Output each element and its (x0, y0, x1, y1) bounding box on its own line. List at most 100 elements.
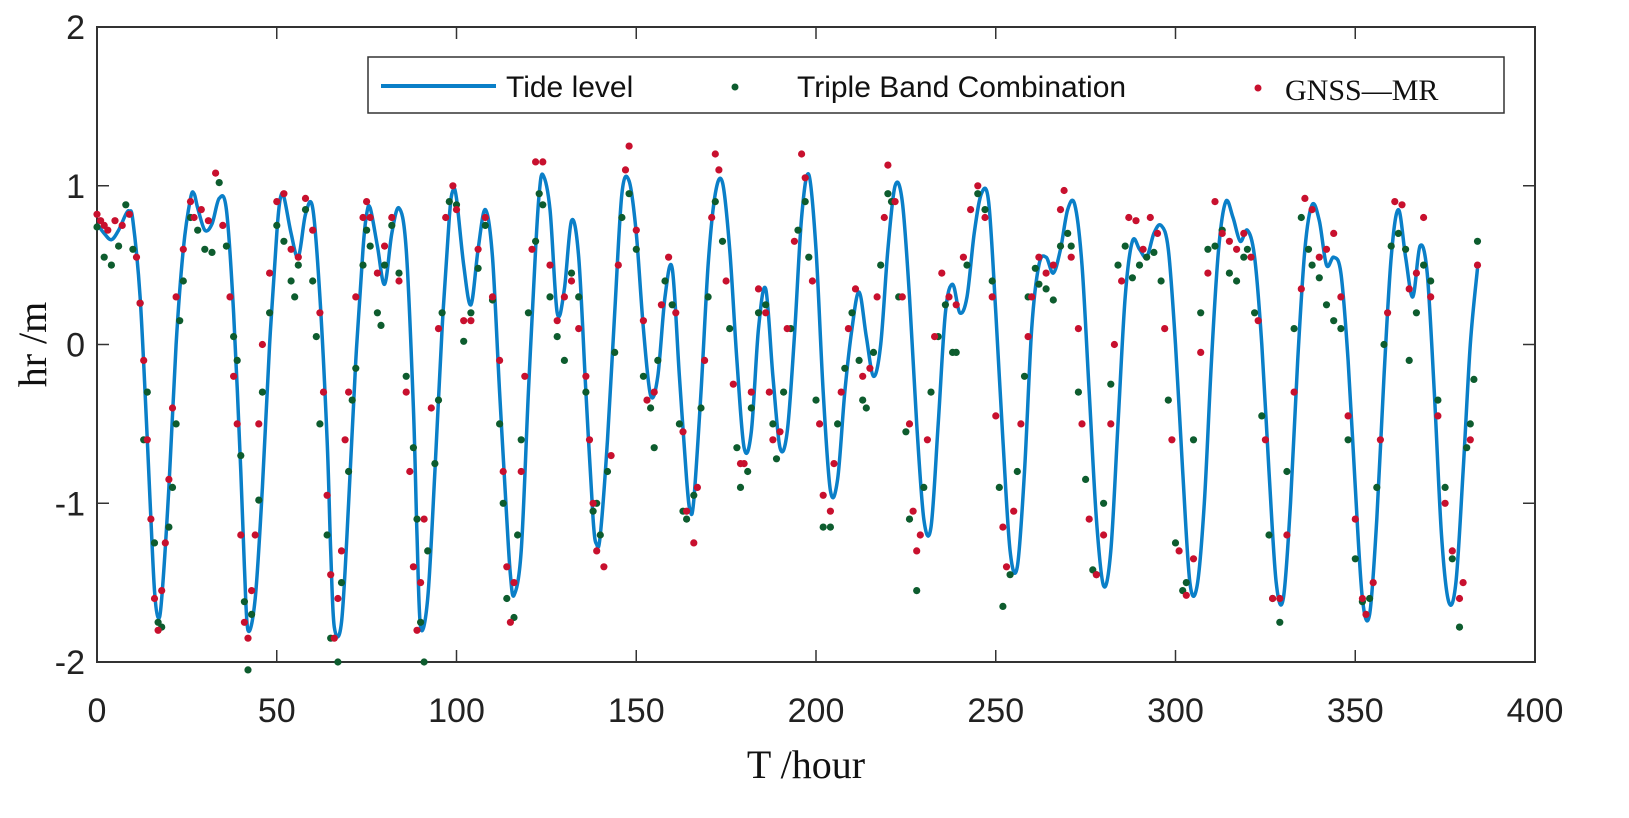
triple-band-point (176, 317, 184, 325)
gnss-mr-point (1139, 245, 1147, 253)
gnss-mr-point (672, 309, 680, 317)
gnss-mr-point (880, 213, 888, 222)
gnss-mr-point (593, 547, 601, 555)
triple-band-point (654, 356, 662, 364)
gnss-mr-point (481, 213, 489, 222)
triple-band-point (834, 420, 842, 428)
triple-band-point (273, 221, 281, 229)
gnss-mr-point (1473, 261, 1482, 269)
triple-band-point (337, 579, 346, 587)
legend: Tide level Triple Band Combination GNSS—… (367, 56, 1505, 114)
triple-band-point (754, 309, 763, 317)
gnss-mr-point (600, 563, 608, 571)
triple-band-point (1013, 467, 1021, 476)
triple-band-point (1197, 309, 1205, 317)
triple-band-point (877, 261, 885, 269)
gnss-mr-point (1060, 186, 1068, 195)
gnss-mr-point (1412, 269, 1420, 277)
gnss-mr-point (248, 587, 256, 595)
gnss-mr-point (539, 158, 547, 166)
triple-band-point (848, 309, 856, 317)
gnss-mr-point (621, 166, 630, 174)
x-tick-label: 200 (788, 692, 845, 730)
triple-band-point (726, 325, 734, 333)
gnss-mr-point (769, 436, 777, 444)
gnss-mr-point (801, 174, 809, 182)
triple-band-point (1297, 213, 1305, 222)
gnss-mr-point (1290, 388, 1298, 396)
triple-band-point (1337, 325, 1345, 333)
gnss-mr-point (104, 226, 112, 234)
gnss-mr-point (632, 226, 640, 234)
triple-band-point (668, 301, 676, 309)
triple-band-point (683, 515, 691, 523)
triple-band-point (1470, 375, 1478, 383)
gnss-mr-point (219, 221, 227, 229)
gnss-mr-point (1269, 594, 1277, 603)
triple-band-point (769, 420, 777, 428)
triple-band-point (1412, 309, 1420, 317)
gnss-mr-point (1225, 237, 1233, 245)
gnss-mr-point (967, 206, 975, 214)
triple-band-point (194, 226, 202, 234)
triple-band-point (402, 372, 410, 380)
gnss-mr-point (776, 428, 784, 436)
triple-band-point (1258, 412, 1266, 420)
triple-band-point (974, 190, 982, 198)
gnss-mr-point (452, 206, 461, 214)
triple-band-point (301, 206, 310, 214)
triple-band-point (1082, 475, 1090, 483)
gnss-mr-point (575, 325, 583, 333)
triple-band-point (805, 253, 813, 261)
gnss-mr-point (1017, 420, 1025, 428)
triple-band-point (312, 333, 320, 341)
triple-band-point (434, 396, 443, 404)
triple-band-point (553, 333, 561, 341)
triple-band-point (352, 364, 360, 372)
triple-band-point (481, 221, 489, 229)
triple-band-point (388, 221, 396, 229)
triple-band-point (248, 610, 256, 619)
gnss-mr-point (988, 293, 996, 301)
triple-band-point (632, 245, 640, 253)
triple-band-point (995, 483, 1003, 491)
gnss-mr-point (546, 261, 554, 269)
gnss-mr-points-group (93, 142, 1482, 642)
gnss-mr-point (643, 396, 651, 404)
gnss-mr-point (266, 269, 274, 277)
gnss-mr-point (582, 372, 590, 380)
gnss-mr-point (409, 563, 417, 571)
gnss-mr-point (1301, 194, 1309, 202)
triple-band-point (718, 237, 727, 245)
triple-band-point (107, 261, 115, 269)
x-tick-label: 150 (608, 692, 665, 730)
gnss-mr-point (1132, 217, 1140, 225)
gnss-mr-point (999, 523, 1007, 531)
gnss-mr-point (150, 594, 159, 603)
gnss-mr-point (938, 269, 946, 277)
triple-band-point (417, 618, 425, 626)
triple-band-point (869, 348, 878, 356)
gnss-mr-point (345, 388, 353, 396)
triple-band-point (1189, 436, 1198, 444)
triple-band-point (381, 261, 389, 269)
triple-band-point (1211, 242, 1219, 250)
triple-band-point (1164, 396, 1172, 404)
gnss-mr-point (532, 158, 540, 166)
triple-band-point (122, 201, 130, 209)
triple-band-point (988, 277, 996, 285)
gnss-mr-point (474, 245, 482, 253)
triple-band-point (744, 467, 752, 476)
gnss-mr-point (434, 325, 443, 333)
triple-band-point (503, 594, 511, 603)
gnss-mr-point (366, 213, 374, 222)
gnss-mr-point (230, 372, 238, 380)
triple-band-point (1121, 242, 1129, 250)
triple-band-point (902, 428, 910, 436)
gnss-mr-point (521, 372, 529, 380)
triple-band-point (1344, 436, 1352, 444)
gnss-mr-point (1434, 412, 1442, 420)
x-tick-label: 400 (1507, 692, 1564, 730)
gnss-mr-point (442, 213, 450, 222)
triple-band-point (1143, 253, 1151, 261)
